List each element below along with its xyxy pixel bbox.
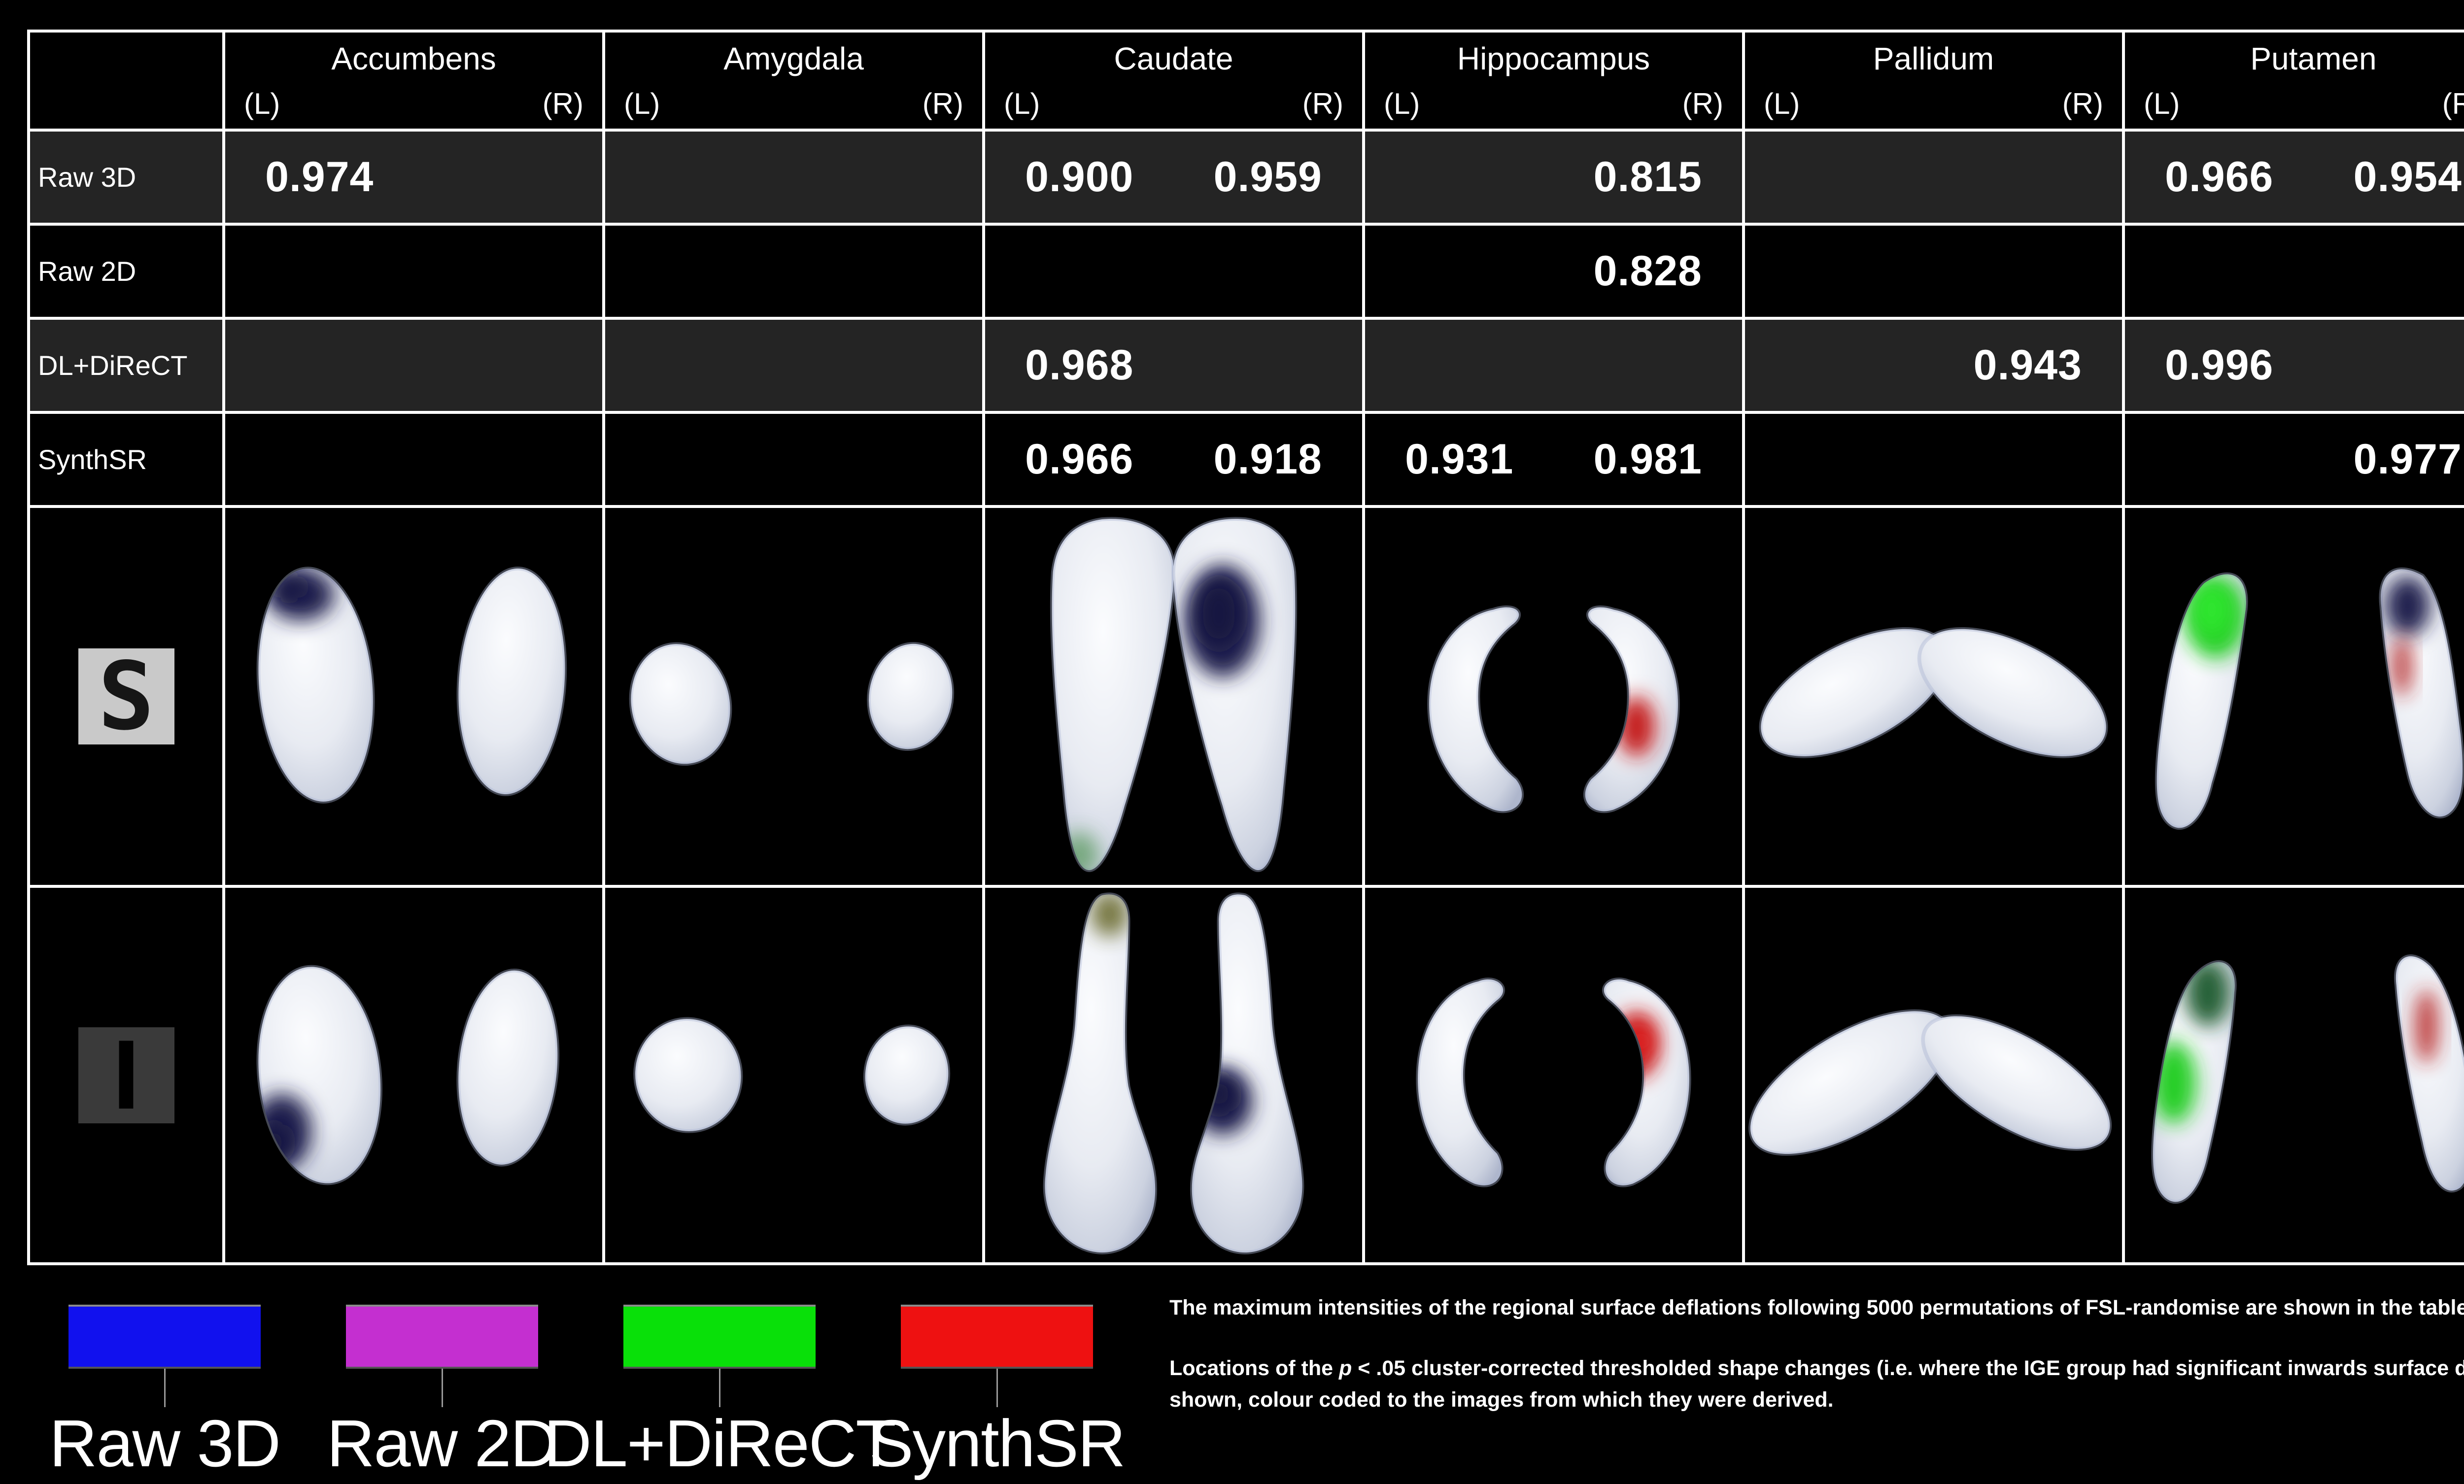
column-title: Putamen	[2250, 41, 2377, 76]
cell-raw2d-hippocampus: 0.828	[1365, 226, 1742, 317]
cell-dldirect-putamen: 0.996	[2125, 320, 2464, 411]
row-label-raw2d: Raw 2D	[30, 226, 222, 317]
cell-raw3d-accumbens: 0.974	[225, 132, 602, 223]
l-label: (L)	[1384, 87, 1420, 120]
render-superior-caudate	[985, 508, 1362, 885]
render-inferior-amygdala	[605, 888, 982, 1262]
cell-dldirect-amygdala	[605, 320, 982, 411]
inferior-view-badge: I	[78, 1026, 174, 1124]
l-label: (L)	[244, 87, 280, 120]
legend-label: SynthSR	[869, 1406, 1126, 1481]
r-label: (R)	[2062, 87, 2103, 120]
row-label-synthsr: SynthSR	[30, 414, 222, 505]
l-label: (L)	[1764, 87, 1800, 120]
cell-dldirect-caudate: 0.968	[985, 320, 1362, 411]
legend-connector	[996, 1369, 998, 1407]
header-putamen: Putamen (L) (R)	[2125, 33, 2464, 129]
r-label: (R)	[542, 87, 583, 120]
cell-synthsr-amygdala	[605, 414, 982, 505]
cell-raw2d-amygdala	[605, 226, 982, 317]
cell-raw2d-accumbens	[225, 226, 602, 317]
cell-raw2d-pallidum	[1745, 226, 2122, 317]
header-pallidum: Pallidum (L) (R)	[1745, 33, 2122, 129]
synthsr-swatch	[901, 1305, 1093, 1369]
superior-view-badge: S	[78, 648, 174, 744]
legend-item-raw2d: Raw 2D	[327, 1305, 558, 1481]
header-amygdala: Amygdala (L) (R)	[605, 33, 982, 129]
cell-raw3d-pallidum	[1745, 132, 2122, 223]
column-title: Amygdala	[723, 41, 864, 76]
legend: Raw 3D Raw 2D DL+DiReCT SynthSR	[49, 1305, 1126, 1481]
cell-synthsr-hippocampus: 0.931 0.981	[1365, 414, 1742, 505]
figure-caption: The maximum intensities of the regional …	[1169, 1292, 2464, 1445]
cell-synthsr-accumbens	[225, 414, 602, 505]
render-inferior-hippocampus	[1365, 888, 1742, 1262]
caption-paragraph-1: The maximum intensities of the regional …	[1169, 1296, 2464, 1319]
cell-raw2d-caudate	[985, 226, 1362, 317]
cell-synthsr-caudate: 0.966 0.918	[985, 414, 1362, 505]
cell-dldirect-pallidum: 0.943	[1745, 320, 2122, 411]
row-label-dldirect: DL+DiReCT	[30, 320, 222, 411]
legend-connector	[441, 1369, 443, 1407]
render-inferior-accumbens	[225, 888, 602, 1262]
cell-dldirect-hippocampus	[1365, 320, 1742, 411]
cell-raw3d-caudate: 0.900 0.959	[985, 132, 1362, 223]
render-superior-amygdala	[605, 508, 982, 885]
cell-raw2d-putamen	[2125, 226, 2464, 317]
caption-paragraph-2: Locations of the p < .05 cluster-correct…	[1169, 1356, 2464, 1412]
r-label: (R)	[1682, 87, 1723, 120]
render-superior-pallidum	[1745, 508, 2122, 885]
legend-label: DL+DiReCT	[544, 1406, 896, 1481]
render-inferior-pallidum	[1745, 888, 2122, 1262]
legend-item-dldirect: DL+DiReCT	[544, 1305, 896, 1481]
render-superior-hippocampus	[1365, 508, 1742, 885]
render-inferior-putamen	[2125, 888, 2464, 1262]
corner-cell	[30, 33, 222, 129]
render-inferior-caudate	[985, 888, 1362, 1262]
header-accumbens: Accumbens (L) (R)	[225, 33, 602, 129]
header-hippocampus: Hippocampus (L) (R)	[1365, 33, 1742, 129]
render-superior-accumbens	[225, 508, 602, 885]
dldirect-swatch	[623, 1305, 816, 1369]
legend-item-raw3d: Raw 3D	[49, 1305, 281, 1481]
row-label-inferior-view: I	[30, 888, 222, 1262]
render-superior-putamen	[2125, 508, 2464, 885]
r-label: (R)	[2442, 87, 2464, 120]
raw2d-swatch	[346, 1305, 538, 1369]
cell-synthsr-pallidum	[1745, 414, 2122, 505]
column-title: Accumbens	[331, 41, 496, 76]
l-label: (L)	[624, 87, 660, 120]
cell-raw3d-hippocampus: 0.815	[1365, 132, 1742, 223]
cell-raw3d-putamen: 0.966 0.954	[2125, 132, 2464, 223]
column-title: Caudate	[1114, 41, 1233, 76]
l-label: (L)	[1004, 87, 1040, 120]
raw3d-swatch	[68, 1305, 261, 1369]
l-label: (L)	[2144, 87, 2180, 120]
legend-item-synthsr: SynthSR	[869, 1305, 1126, 1481]
legend-label: Raw 3D	[49, 1406, 281, 1481]
cell-synthsr-putamen: 0.977	[2125, 414, 2464, 505]
r-label: (R)	[922, 87, 963, 120]
results-table: Accumbens (L) (R) Amygdala (L) (R) Caudate…	[27, 30, 2464, 1265]
header-caudate: Caudate (L) (R)	[985, 33, 1362, 129]
column-title: Hippocampus	[1457, 41, 1650, 76]
column-title: Pallidum	[1873, 41, 1994, 76]
cell-dldirect-accumbens	[225, 320, 602, 411]
r-label: (R)	[1302, 87, 1343, 120]
legend-label: Raw 2D	[326, 1406, 558, 1481]
row-label-raw3d: Raw 3D	[30, 132, 222, 223]
legend-connector	[164, 1369, 166, 1407]
row-label-superior-view: S	[30, 508, 222, 885]
cell-raw3d-amygdala	[605, 132, 982, 223]
legend-connector	[719, 1369, 720, 1407]
